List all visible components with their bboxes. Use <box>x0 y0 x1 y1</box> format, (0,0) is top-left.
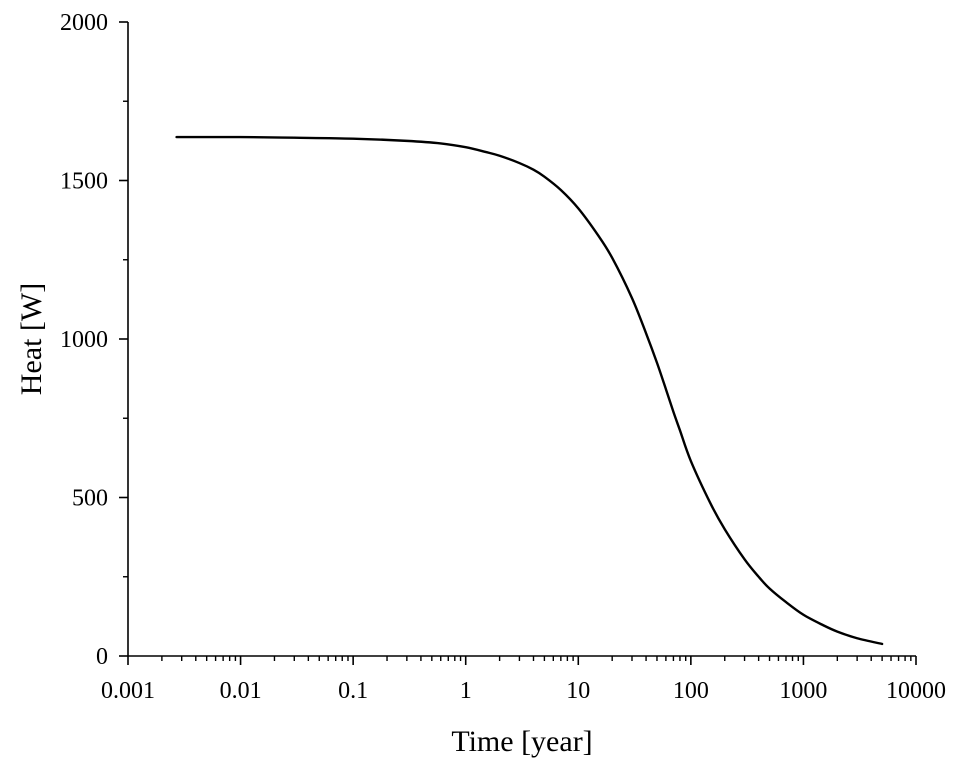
x-tick-label: 0.01 <box>220 678 262 704</box>
x-tick-label: 1 <box>460 678 472 704</box>
tick-labels: 0 500 1000 1500 2000 0.001 0.01 0.1 1 10 100 1000 10… <box>60 10 946 704</box>
y-tick-label: 1500 <box>60 169 108 195</box>
x-tick-label: 0.001 <box>101 678 155 704</box>
axes <box>127 22 916 657</box>
x-tick-label: 100 <box>673 678 709 704</box>
y-tick-label: 500 <box>72 486 108 512</box>
y-tick-label: 2000 <box>60 10 108 36</box>
x-tick-label: 10000 <box>886 678 946 704</box>
y-axis-label: Heat [W] <box>15 283 48 395</box>
y-tick-label: 0 <box>96 644 108 670</box>
x-axis-label: Time [year] <box>451 725 592 758</box>
x-tick-label: 1000 <box>779 678 827 704</box>
x-tick-label: 10 <box>566 678 590 704</box>
ticks <box>119 21 917 665</box>
x-tick-label: 0.1 <box>338 678 368 704</box>
heat-series-line <box>175 135 884 646</box>
y-tick-label: 1000 <box>60 327 108 353</box>
